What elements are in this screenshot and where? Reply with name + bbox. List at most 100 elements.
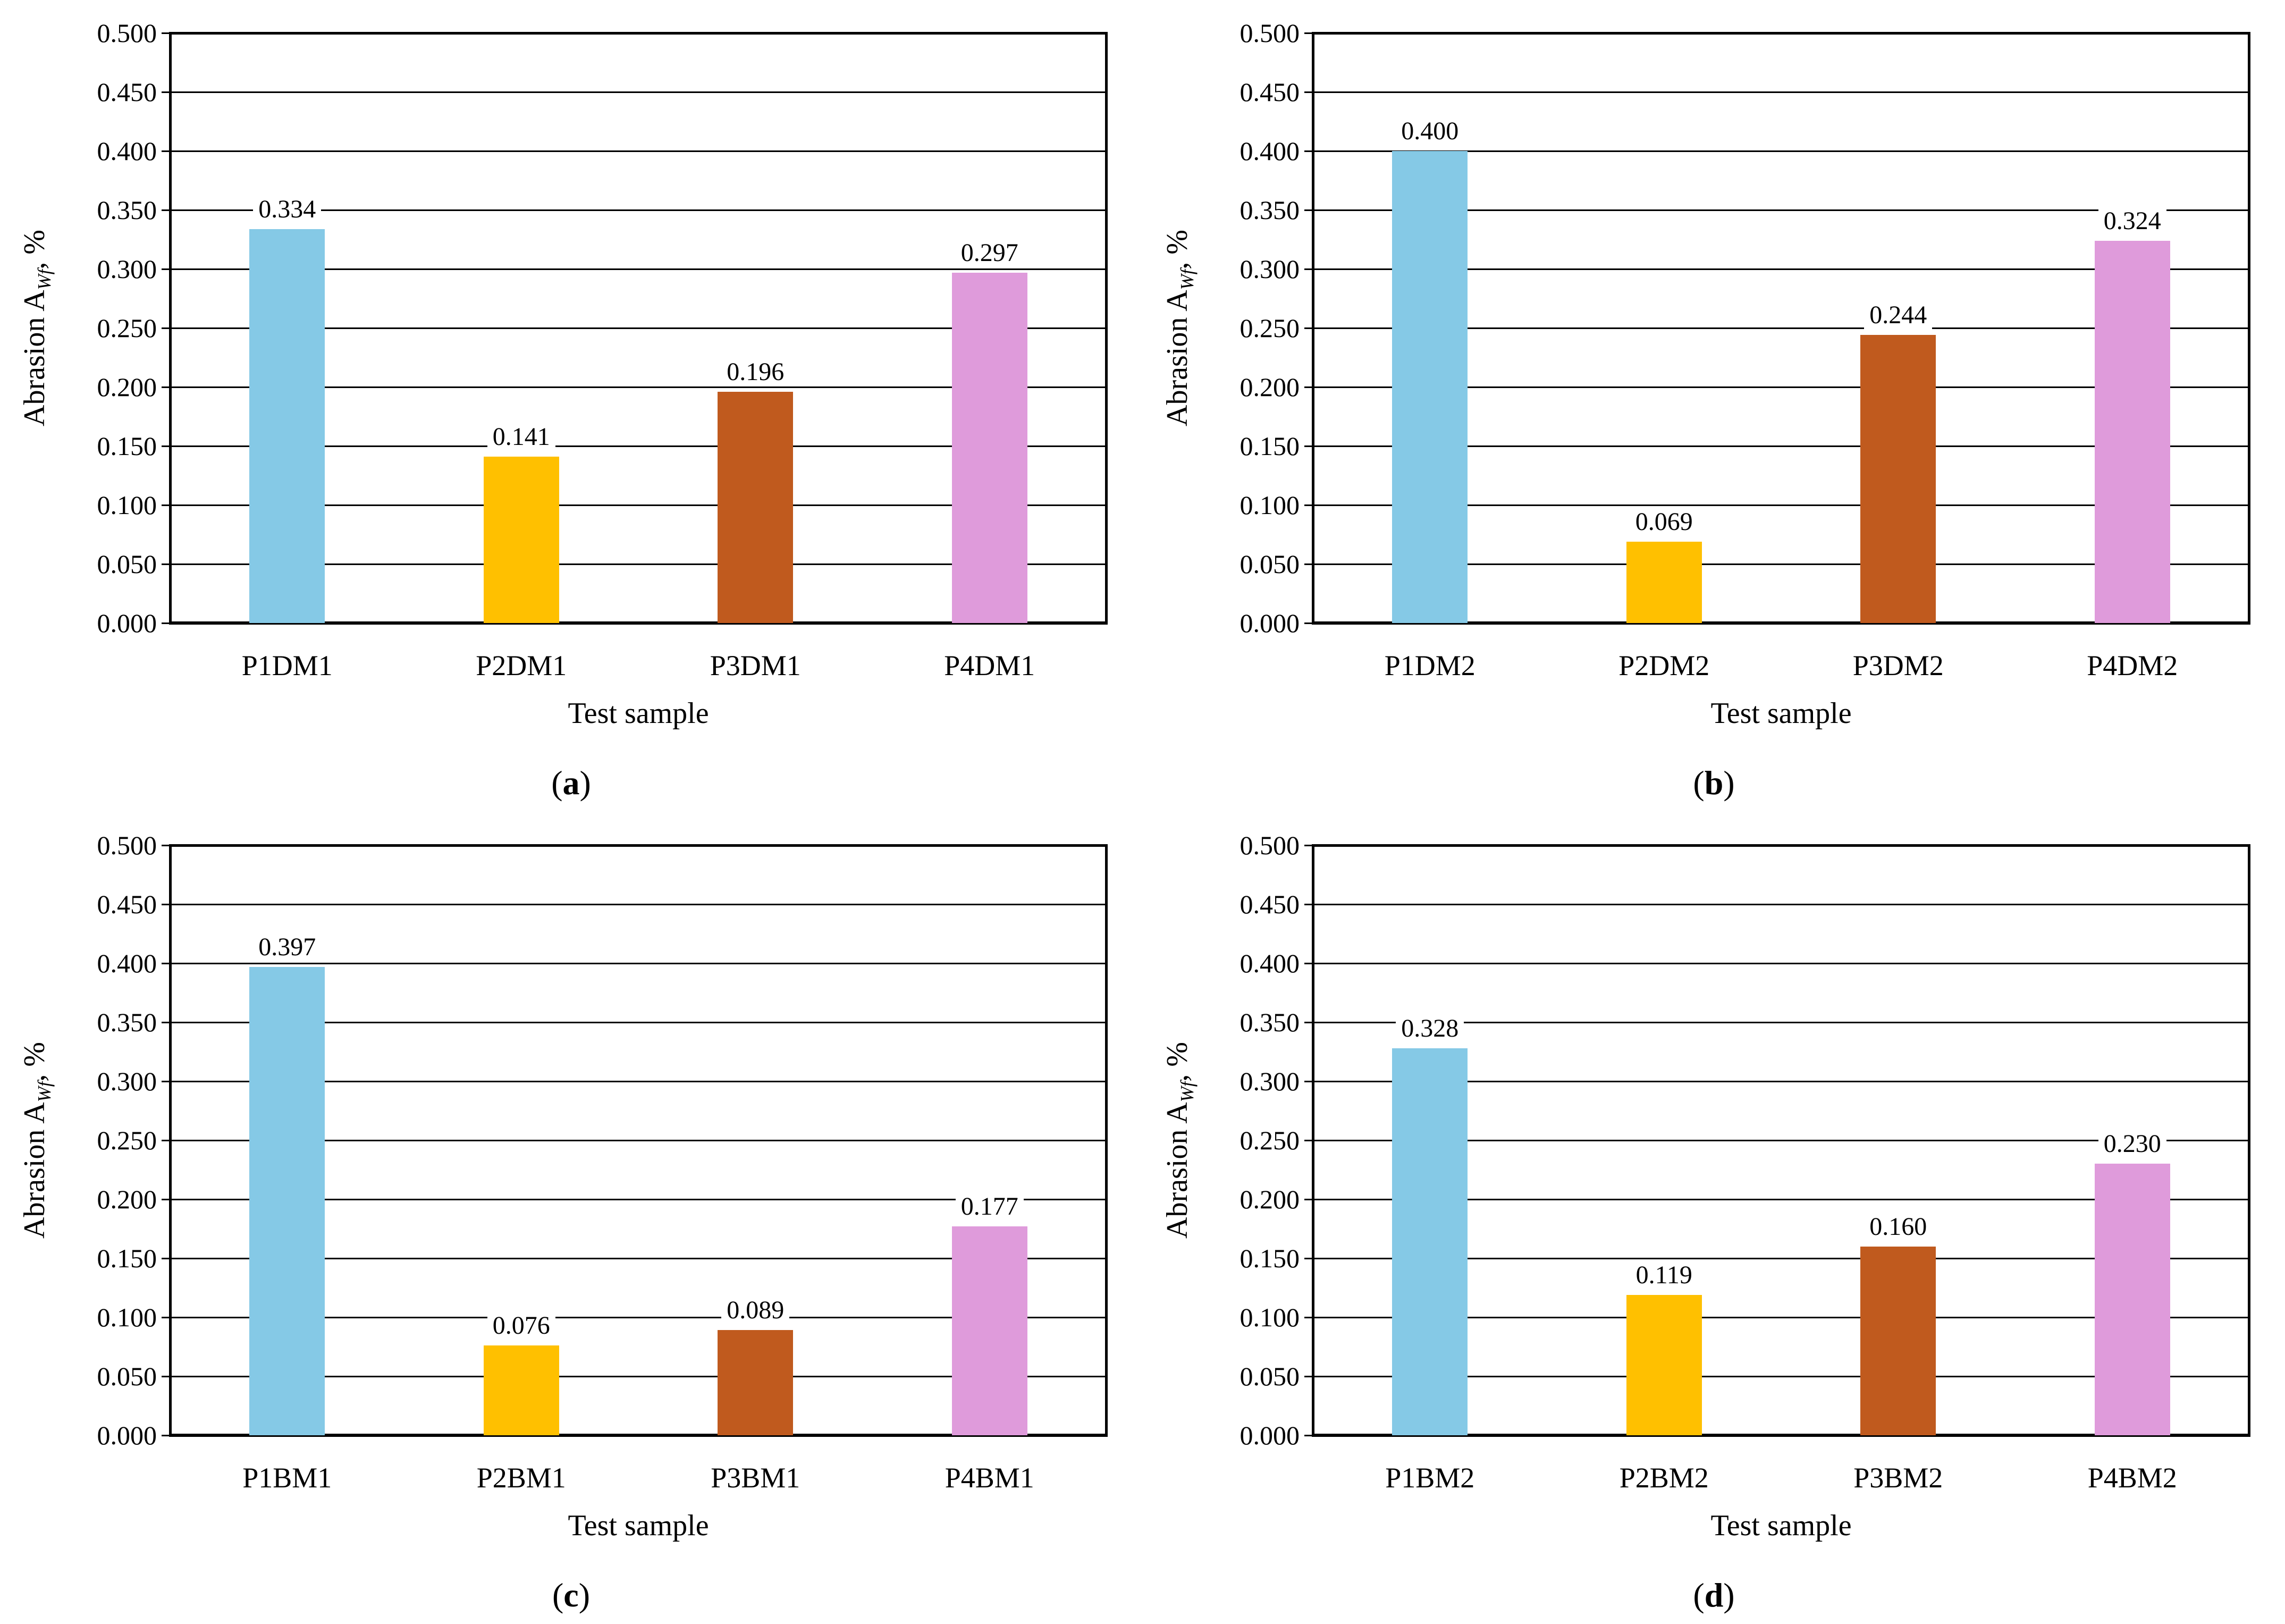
y-axis-tick: [162, 904, 169, 905]
y-axis-tick: [1304, 1317, 1312, 1318]
bar-P3DM1: [718, 392, 793, 623]
y-axis-tick: [1304, 1199, 1312, 1200]
bar-P3BM2: [1860, 1247, 1936, 1435]
y-axis-tick: [162, 1258, 169, 1259]
bar-value-label: 0.160: [1864, 1211, 1933, 1241]
y-axis-tick: [1304, 150, 1312, 152]
y-axis-tick: [162, 1199, 169, 1200]
y-axis-tick: [162, 91, 169, 93]
bar-value-label: 0.196: [721, 357, 790, 386]
panel-c: Abrasion AWf, % 0.500 0.450 0.400 0.350 0.30…: [0, 812, 1142, 1624]
bar-value-label: 0.244: [1864, 300, 1933, 330]
x-tick-label: P3DM2: [1852, 650, 1944, 681]
y-axis-title-subscript: Wf: [1177, 269, 1198, 290]
y-axis-line: [1312, 32, 1314, 625]
gridline: [172, 904, 1105, 905]
bar-value-label: 0.334: [253, 194, 322, 224]
y-axis-tick: [1304, 1022, 1312, 1023]
gridline: [1314, 386, 2248, 388]
y-axis-tick: [162, 209, 169, 211]
gridline: [172, 91, 1105, 93]
x-tick-label: P3BM2: [1853, 1462, 1943, 1494]
caption-letter: c: [563, 1576, 579, 1614]
y-axis-tick: [1304, 32, 1312, 34]
y-axis-tick: [1304, 904, 1312, 905]
gridline: [172, 504, 1105, 506]
plot-border-right: [2248, 32, 2250, 625]
y-axis-tick: [1304, 504, 1312, 506]
y-axis-title-suffix: , %: [18, 230, 51, 270]
gridline: [1314, 963, 2248, 964]
y-axis-title: Abrasion AWf, %: [11, 33, 58, 623]
y-axis-title-suffix: , %: [18, 1042, 51, 1082]
y-axis-tick: [162, 563, 169, 565]
bar-P1BM2: [1392, 1048, 1468, 1435]
bar-value-label: 0.230: [2098, 1129, 2166, 1158]
gridline: [172, 563, 1105, 565]
panel-caption: (a): [0, 764, 1142, 802]
y-axis-tick: [1304, 845, 1312, 846]
bar-value-label: 0.069: [1630, 507, 1698, 536]
x-axis-line: [1313, 1434, 2249, 1437]
y-axis-title-suffix: , %: [1161, 230, 1194, 270]
x-tick-label: P4BM2: [2087, 1462, 2177, 1494]
gridline: [1314, 1081, 2248, 1082]
y-axis-line: [169, 32, 172, 625]
y-axis-line: [169, 844, 172, 1437]
y-axis-title-prefix: Abrasion A: [1161, 1102, 1194, 1239]
bar-value-label: 0.328: [1396, 1013, 1464, 1043]
bar-P1DM2: [1392, 151, 1468, 623]
y-axis-tick: [1304, 209, 1312, 211]
y-axis-tick: [1304, 1376, 1312, 1377]
x-tick-label: P4DM1: [944, 650, 1035, 681]
y-axis-tick: [1304, 91, 1312, 93]
x-tick-label: P2DM2: [1618, 650, 1710, 681]
y-axis-title-suffix: , %: [1161, 1042, 1194, 1082]
y-axis-title-prefix: Abrasion A: [18, 1102, 51, 1239]
bar-value-label: 0.076: [487, 1310, 555, 1340]
plot-border-top: [170, 844, 1107, 847]
x-tick-label: P1BM2: [1385, 1462, 1475, 1494]
x-tick-label: P2BM1: [476, 1462, 566, 1494]
y-axis-tick: [162, 386, 169, 388]
panel-d: Abrasion AWf, % 0.500 0.450 0.400 0.350 0.30…: [1143, 812, 2285, 1624]
x-axis-line: [170, 621, 1107, 625]
y-axis-title-subscript: Wf: [1177, 1081, 1198, 1103]
gridline: [1314, 445, 2248, 447]
gridline: [172, 1081, 1105, 1082]
y-axis-tick: [162, 845, 169, 846]
bar-P4DM1: [952, 273, 1027, 623]
gridline: [1314, 1376, 2248, 1377]
bar-value-label: 0.400: [1396, 116, 1464, 146]
x-axis-line: [170, 1434, 1107, 1437]
y-axis-title: Abrasion AWf, %: [1153, 33, 1201, 623]
gridline: [1314, 209, 2248, 211]
y-axis-tick: [162, 504, 169, 506]
caption-letter: b: [1704, 764, 1724, 802]
y-axis-tick: [162, 622, 169, 624]
plot-border-right: [2248, 844, 2250, 1437]
y-axis-title-prefix: Abrasion A: [1161, 290, 1194, 426]
y-axis-tick: [162, 1140, 169, 1141]
caption-paren-close: ): [579, 764, 591, 802]
y-axis-tick: [1304, 622, 1312, 624]
y-axis-tick: [162, 1376, 169, 1377]
x-tick-label: P2BM2: [1619, 1462, 1709, 1494]
bar-P2BM2: [1626, 1295, 1702, 1435]
caption-paren-open: (: [1693, 1576, 1705, 1614]
y-axis-tick: [1304, 1435, 1312, 1436]
y-axis-title-subscript: Wf: [34, 1081, 55, 1103]
gridline: [172, 1376, 1105, 1377]
gridline: [172, 150, 1105, 152]
panel-a: Abrasion AWf, % 0.500 0.450 0.400 0.350 0.30…: [0, 0, 1142, 812]
bar-P2BM1: [484, 1345, 559, 1435]
bar-value-label: 0.177: [955, 1191, 1024, 1221]
gridline: [172, 1258, 1105, 1259]
gridline: [172, 1022, 1105, 1023]
y-axis-title: Abrasion AWf, %: [1153, 845, 1201, 1435]
x-tick-label: P2DM1: [476, 650, 567, 681]
gridline: [172, 1140, 1105, 1141]
plot-border-top: [1313, 844, 2249, 847]
caption-paren-open: (: [1693, 764, 1705, 802]
caption-letter: a: [562, 764, 580, 802]
